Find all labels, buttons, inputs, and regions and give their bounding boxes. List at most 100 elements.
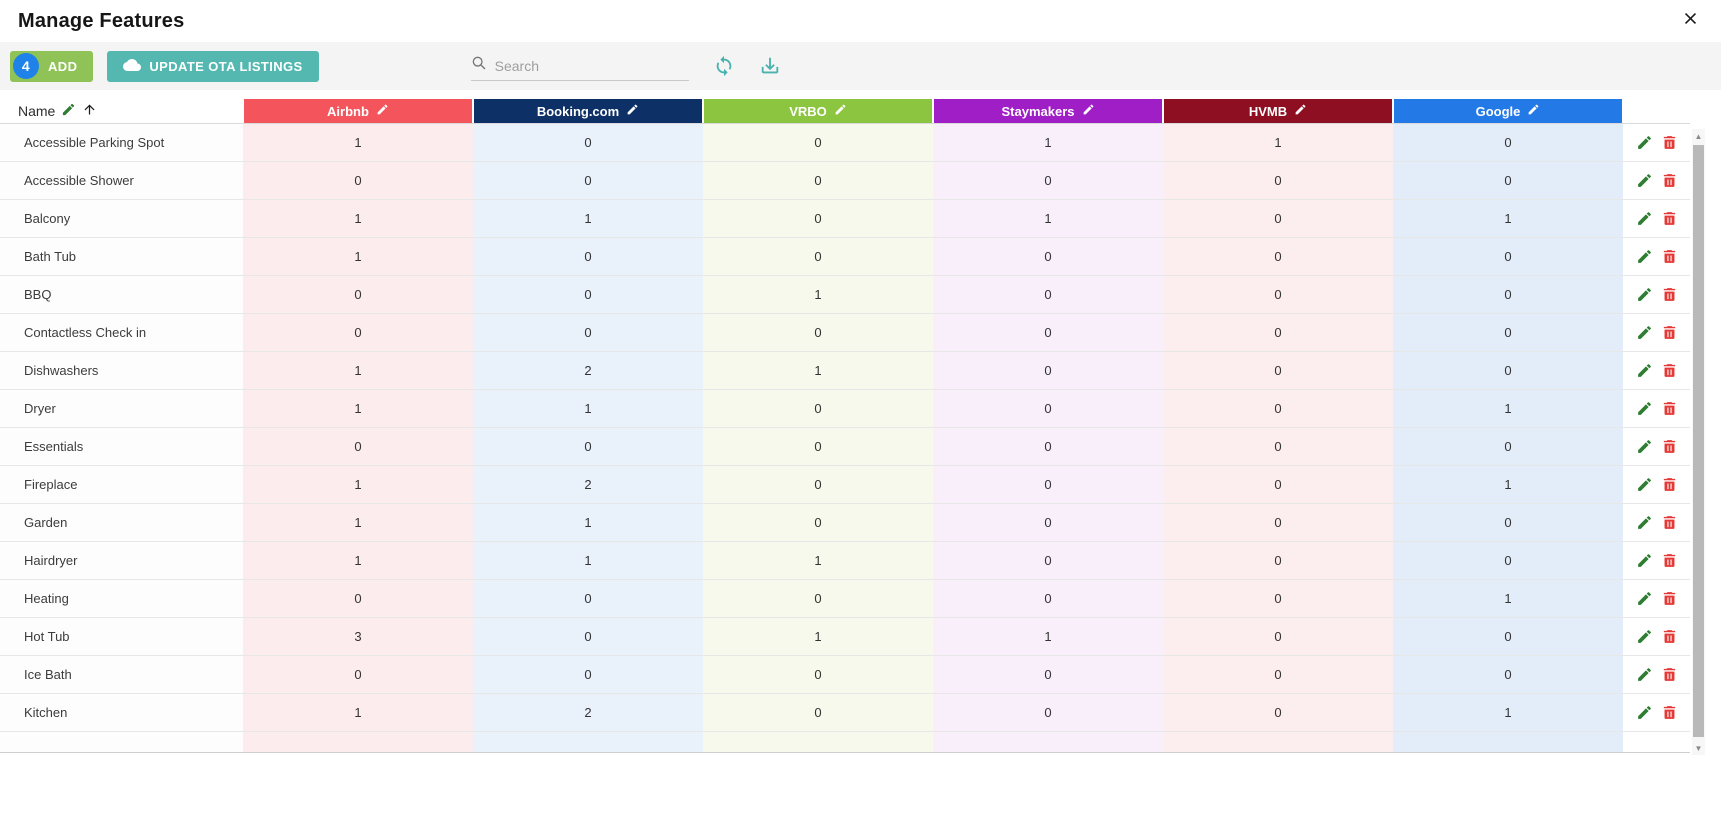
value-cell: 1 — [473, 542, 703, 579]
update-ota-listings-button[interactable]: UPDATE OTA LISTINGS — [107, 50, 319, 82]
value-cell: 0 — [1393, 238, 1623, 275]
edit-row-button[interactable] — [1636, 438, 1653, 455]
refresh-button[interactable] — [713, 55, 735, 77]
value-cell: 0 — [1163, 656, 1393, 693]
value-cell: 1 — [1393, 200, 1623, 237]
delete-row-button[interactable] — [1661, 476, 1678, 493]
edit-row-button[interactable] — [1636, 324, 1653, 341]
download-button[interactable] — [759, 55, 781, 77]
feature-name: Bath Tub — [0, 238, 243, 275]
value-cell: 0 — [1163, 504, 1393, 541]
edit-row-button[interactable] — [1636, 286, 1653, 303]
delete-row-button[interactable] — [1661, 248, 1678, 265]
edit-row-button[interactable] — [1636, 210, 1653, 227]
delete-row-button[interactable] — [1661, 362, 1678, 379]
table-row: Kitchen 1 2 0 0 0 1 — [0, 694, 1690, 732]
value-cell: 2 — [473, 466, 703, 503]
sort-ascending-icon[interactable] — [82, 102, 97, 120]
delete-row-button[interactable] — [1661, 210, 1678, 227]
delete-row-button[interactable] — [1661, 514, 1678, 531]
scrollbar-thumb[interactable] — [1693, 145, 1704, 737]
value-cell: 1 — [243, 200, 473, 237]
value-cell: 1 — [933, 618, 1163, 655]
value-cell: 0 — [243, 162, 473, 199]
table-row: Accessible Parking Spot 1 0 0 1 1 0 — [0, 124, 1690, 162]
table-row: Contactless Check in 0 0 0 0 0 0 — [0, 314, 1690, 352]
edit-pencil-icon — [1636, 136, 1653, 155]
delete-row-button[interactable] — [1661, 438, 1678, 455]
delete-row-button[interactable] — [1661, 666, 1678, 683]
search-input[interactable] — [494, 57, 665, 74]
trash-icon — [1661, 364, 1678, 383]
edit-pencil-icon[interactable] — [626, 103, 639, 119]
row-actions — [1623, 352, 1690, 389]
trash-icon — [1661, 212, 1678, 231]
ota-column-header[interactable]: HVMB — [1163, 99, 1393, 123]
edit-pencil-icon — [1636, 554, 1653, 573]
feature-name: Dryer — [0, 390, 243, 427]
value-cell: 0 — [473, 580, 703, 617]
edit-pencil-icon[interactable] — [61, 102, 76, 120]
edit-pencil-icon — [1636, 592, 1653, 611]
close-button[interactable] — [1677, 8, 1703, 34]
row-actions — [1623, 580, 1690, 617]
delete-row-button[interactable] — [1661, 134, 1678, 151]
edit-row-button[interactable] — [1636, 666, 1653, 683]
table-body: Accessible Parking Spot 1 0 0 1 1 0 Acce… — [0, 124, 1690, 732]
feature-name: Accessible Parking Spot — [0, 124, 243, 161]
edit-row-button[interactable] — [1636, 400, 1653, 417]
edit-row-button[interactable] — [1636, 514, 1653, 531]
ota-column-header[interactable]: Airbnb — [243, 99, 473, 123]
delete-row-button[interactable] — [1661, 400, 1678, 417]
ota-column-header[interactable]: Google — [1393, 99, 1623, 123]
edit-row-button[interactable] — [1636, 362, 1653, 379]
delete-row-button[interactable] — [1661, 590, 1678, 607]
delete-row-button[interactable] — [1661, 324, 1678, 341]
vertical-scrollbar[interactable]: ▲ ▼ — [1692, 129, 1705, 755]
value-cell: 0 — [933, 390, 1163, 427]
value-cell: 0 — [1163, 162, 1393, 199]
delete-row-button[interactable] — [1661, 286, 1678, 303]
edit-row-button[interactable] — [1636, 552, 1653, 569]
value-cell: 0 — [933, 580, 1163, 617]
edit-pencil-icon — [1636, 478, 1653, 497]
value-cell: 1 — [243, 466, 473, 503]
scroll-down-arrow[interactable]: ▼ — [1694, 743, 1703, 753]
value-cell: 0 — [1163, 390, 1393, 427]
edit-pencil-icon[interactable] — [376, 103, 389, 119]
edit-pencil-icon[interactable] — [1082, 103, 1095, 119]
add-button[interactable]: 4 ADD — [10, 50, 94, 82]
edit-row-button[interactable] — [1636, 248, 1653, 265]
edit-pencil-icon[interactable] — [1527, 103, 1540, 119]
value-cell: 1 — [243, 238, 473, 275]
value-cell: 0 — [473, 656, 703, 693]
scroll-up-arrow[interactable]: ▲ — [1694, 131, 1703, 141]
search-box — [470, 51, 689, 81]
ota-column-header[interactable]: Staymakers — [933, 99, 1163, 123]
row-actions — [1623, 162, 1690, 199]
value-cell: 0 — [1393, 504, 1623, 541]
delete-row-button[interactable] — [1661, 704, 1678, 721]
name-column-header[interactable]: Name — [0, 98, 243, 123]
edit-row-button[interactable] — [1636, 590, 1653, 607]
edit-pencil-icon[interactable] — [1294, 103, 1307, 119]
title-bar: Manage Features — [0, 0, 1721, 42]
delete-row-button[interactable] — [1661, 628, 1678, 645]
value-cell: 0 — [703, 504, 933, 541]
edit-row-button[interactable] — [1636, 628, 1653, 645]
edit-row-button[interactable] — [1636, 172, 1653, 189]
delete-row-button[interactable] — [1661, 552, 1678, 569]
row-actions — [1623, 390, 1690, 427]
ota-column-header[interactable]: VRBO — [703, 99, 933, 123]
edit-row-button[interactable] — [1636, 134, 1653, 151]
value-cell: 0 — [473, 124, 703, 161]
edit-row-button[interactable] — [1636, 704, 1653, 721]
value-cell: 0 — [1163, 276, 1393, 313]
feature-name: Kitchen — [0, 694, 243, 731]
delete-row-button[interactable] — [1661, 172, 1678, 189]
ota-column-header[interactable]: Booking.com — [473, 99, 703, 123]
edit-pencil-icon[interactable] — [834, 103, 847, 119]
value-cell: 0 — [473, 618, 703, 655]
edit-row-button[interactable] — [1636, 476, 1653, 493]
